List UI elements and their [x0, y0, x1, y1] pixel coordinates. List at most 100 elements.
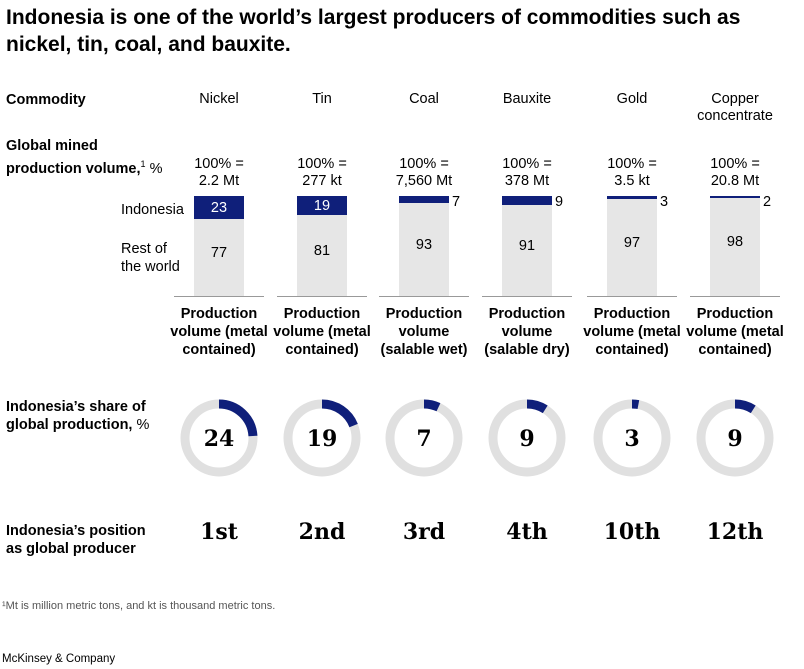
bar-value-rest-of-world: 91 — [518, 237, 536, 254]
donut-share-value: 7 — [416, 426, 432, 452]
commodity-header-line: Coal — [409, 91, 439, 107]
global-production-label-line1: Global mined — [6, 138, 98, 154]
commodity-header: Nickel — [164, 91, 274, 108]
bar-baseline — [174, 296, 264, 297]
bar-rest-of-world — [502, 205, 552, 296]
global-position-rank: 2nd — [298, 519, 346, 545]
production-measure-label: Production volume (metal contained) — [164, 305, 274, 359]
share-donut — [385, 399, 463, 477]
global-position-rank: 4th — [506, 519, 548, 545]
bar-value-rest-of-world: 98 — [726, 234, 744, 250]
production-measure-line: volume (metal — [686, 324, 784, 340]
bar-indonesia — [502, 196, 552, 205]
position-label-line2: as global producer — [6, 541, 136, 557]
commodity-header: Copper concentrate — [680, 91, 790, 125]
production-measure-line: contained) — [182, 342, 256, 358]
production-measure-label: Production volume (metal contained) — [680, 305, 790, 359]
commodity-header: Bauxite — [472, 91, 582, 108]
bar-baseline — [690, 296, 780, 297]
share-donut — [696, 399, 774, 477]
commodity-header: Coal — [369, 91, 479, 108]
global-position-rank: 12th — [706, 519, 764, 545]
total-volume-line: 2.2 Mt — [198, 173, 240, 189]
production-measure-line: volume — [398, 324, 450, 340]
production-measure-line: Production — [385, 306, 463, 322]
donut-share-arc — [696, 399, 774, 477]
global-position-rank: 3rd — [402, 519, 446, 545]
total-volume-label: 100% = 2.2 Mt — [164, 156, 274, 190]
donut-share-value: 19 — [306, 426, 338, 452]
bar-baseline — [482, 296, 572, 297]
donut-share-value: 3 — [624, 426, 640, 452]
bar-indonesia — [399, 196, 449, 203]
rest-of-world-legend-label: Rest of the world — [121, 240, 180, 276]
production-measure-line: Production — [180, 306, 258, 322]
production-measure-line: Production — [283, 306, 361, 322]
donut-share-value: 9 — [519, 426, 535, 452]
commodity-header-line: Copper — [711, 91, 759, 107]
bar-value-rest-of-world: 97 — [623, 234, 641, 251]
total-volume-line: 7,560 Mt — [395, 173, 453, 189]
bar-value-indonesia: 3 — [660, 194, 669, 210]
total-volume-line: 378 Mt — [504, 173, 550, 189]
bar-value-indonesia: 23 — [210, 199, 228, 216]
production-measure-line: contained) — [698, 342, 772, 358]
commodity-header-line: Gold — [616, 91, 648, 107]
bar-value-rest-of-world: 77 — [210, 244, 228, 261]
commodity-header: Tin — [267, 91, 377, 108]
bar-value-indonesia: 2 — [763, 194, 772, 210]
chart-title: Indonesia is one of the world’s largest … — [6, 6, 741, 56]
production-measure-label: Production volume (salable dry) — [472, 305, 582, 359]
total-volume-label: 100% = 3.5 kt — [577, 156, 687, 190]
bar-rest-of-world — [297, 215, 347, 296]
share-unit: % — [132, 417, 150, 433]
share-label-line1: Indonesia’s share of — [6, 399, 146, 415]
global-production-row-label: Global mined production volume,1 % — [6, 137, 162, 178]
production-measure-line: volume — [501, 324, 553, 340]
bar-value-rest-of-world: 93 — [415, 236, 433, 253]
share-donut — [488, 399, 566, 477]
total-volume-line: 100% = — [502, 156, 552, 172]
global-position-rank: 1st — [200, 519, 238, 545]
production-measure-line: contained) — [595, 342, 669, 358]
bar-baseline — [379, 296, 469, 297]
production-measure-label: Production volume (salable wet) — [369, 305, 479, 359]
indonesia-legend-label: Indonesia — [121, 202, 184, 218]
commodity-header: Gold — [577, 91, 687, 108]
footnote-marker: 1 — [140, 159, 146, 169]
bar-baseline — [277, 296, 367, 297]
global-position-rank: 10th — [603, 519, 661, 545]
production-measure-line: (salable dry) — [484, 342, 570, 358]
footnote: ¹Mt is million metric tons, and kt is th… — [2, 600, 276, 612]
bar-rest-of-world — [710, 198, 760, 296]
commodity-header-line: Nickel — [199, 91, 239, 107]
bar-indonesia — [194, 196, 244, 219]
rest-of-world-label-line2: the world — [121, 259, 180, 275]
donut-share-value: 24 — [203, 426, 235, 452]
total-volume-line: 3.5 kt — [614, 173, 650, 189]
global-production-unit: % — [145, 160, 163, 177]
production-measure-line: volume (metal — [273, 324, 371, 340]
position-label-line1: Indonesia’s position — [6, 523, 146, 539]
total-volume-label: 100% = 20.8 Mt — [680, 156, 790, 190]
bar-value-rest-of-world: 81 — [313, 242, 331, 259]
total-volume-line: 100% = — [710, 156, 760, 172]
bar-value-indonesia: 19 — [313, 197, 331, 214]
total-volume-line: 100% = — [399, 156, 449, 172]
donut-share-value: 9 — [727, 426, 743, 452]
commodity-row-label: Commodity — [6, 92, 86, 108]
rest-of-world-label-line1: Rest of — [121, 241, 167, 257]
production-measure-label: Production volume (metal contained) — [577, 305, 687, 359]
total-volume-line: 100% = — [297, 156, 347, 172]
total-volume-line: 20.8 Mt — [710, 173, 760, 189]
total-volume-line: 100% = — [194, 156, 244, 172]
bar-indonesia — [607, 196, 657, 199]
commodity-header-line: Tin — [312, 91, 332, 107]
position-row-label: Indonesia’s position as global producer — [6, 522, 146, 558]
bar-rest-of-world — [399, 203, 449, 296]
production-measure-label: Production volume (metal contained) — [267, 305, 377, 359]
total-volume-label: 100% = 277 kt — [267, 156, 377, 190]
total-volume-label: 100% = 378 Mt — [472, 156, 582, 190]
commodity-header-line: Bauxite — [502, 91, 552, 107]
donut-share-arc — [283, 399, 361, 477]
